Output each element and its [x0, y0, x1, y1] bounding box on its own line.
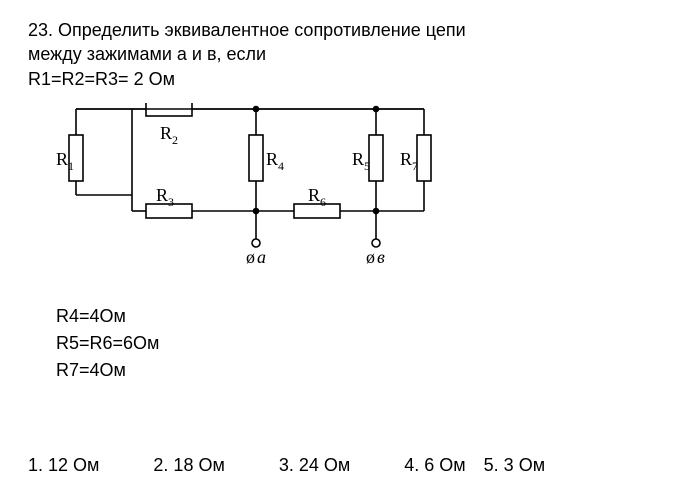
label-R4: R4	[266, 149, 284, 173]
terminal-b-label: øв	[366, 247, 385, 267]
given-r56: R5=R6=6Ом	[56, 330, 672, 357]
question-number: 23.	[28, 20, 53, 40]
page: 23. Определить эквивалентное сопротивлен…	[0, 0, 700, 504]
question-line-1: 23. Определить эквивалентное сопротивлен…	[28, 18, 672, 42]
label-R6: R6	[308, 185, 326, 209]
answer-1: 1. 12 Ом	[28, 455, 99, 476]
question-line-2: между зажимами а и в, если	[28, 42, 672, 66]
answer-5: 5. 3 Ом	[484, 455, 545, 476]
answer-options: 1. 12 Ом 2. 18 Ом 3. 24 Ом 4. 6 Ом 5. 3 …	[28, 455, 545, 476]
given-values: R4=4Ом R5=R6=6Ом R7=4Ом	[56, 303, 672, 384]
label-R2: R2	[160, 123, 178, 147]
answer-4: 4. 6 Ом	[404, 455, 465, 476]
circuit-diagram: R1 R2 R3 R4 R5 R6 R7 øa øв	[56, 103, 672, 293]
label-R3: R3	[156, 185, 174, 209]
answer-2: 2. 18 Ом	[153, 455, 224, 476]
given-r7: R7=4Ом	[56, 357, 672, 384]
answer-3: 3. 24 Ом	[279, 455, 350, 476]
question-text-1: Определить эквивалентное сопротивление ц…	[58, 20, 466, 40]
given-r4: R4=4Ом	[56, 303, 672, 330]
label-R5: R5	[352, 149, 370, 173]
terminal-a-label: øa	[246, 247, 266, 267]
question-line-3: R1=R2=R3= 2 Ом	[28, 67, 672, 91]
label-R1: R1	[56, 149, 74, 173]
label-R7: R7	[400, 149, 418, 173]
